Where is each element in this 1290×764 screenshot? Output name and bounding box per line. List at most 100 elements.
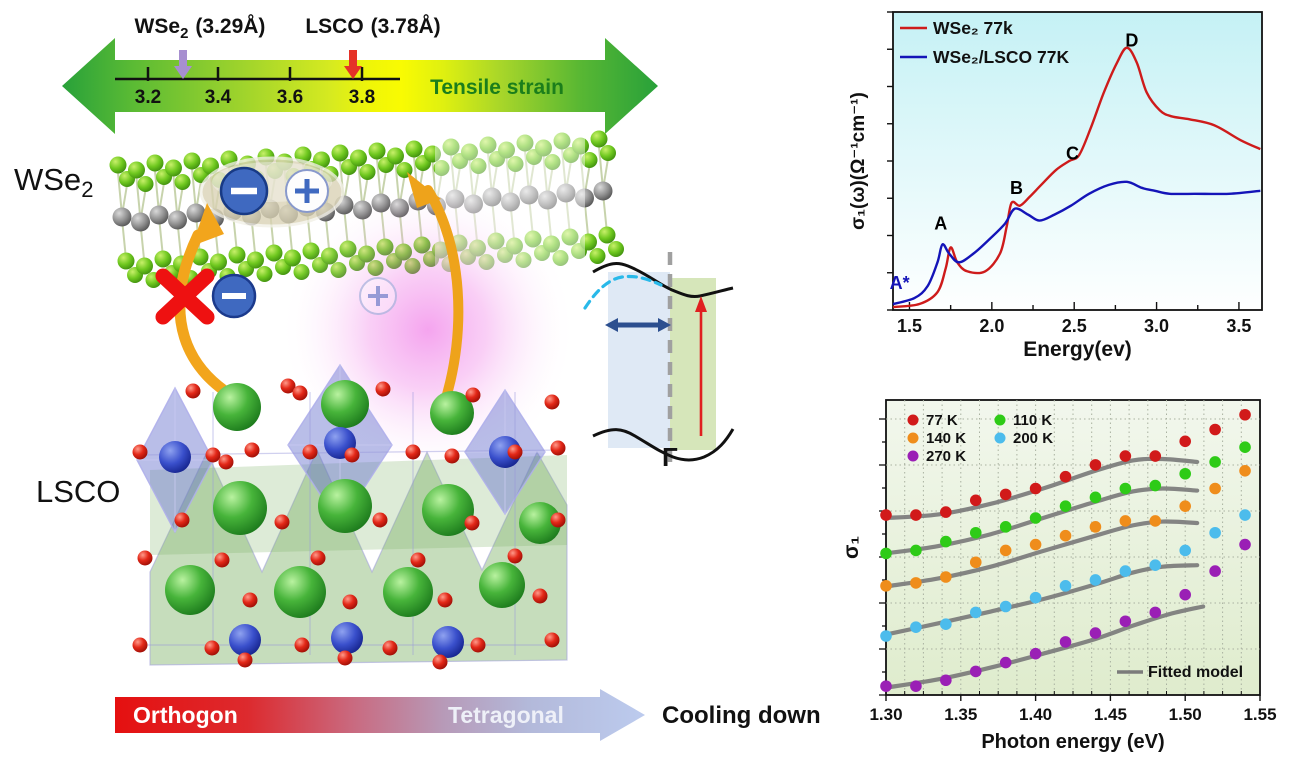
o-atom bbox=[242, 592, 258, 608]
o-atom bbox=[465, 387, 481, 403]
hole-icon bbox=[285, 169, 329, 213]
data-point bbox=[969, 526, 982, 539]
o-atom bbox=[237, 652, 253, 668]
peak-label: A bbox=[934, 214, 947, 234]
w-atom bbox=[168, 210, 187, 230]
data-point bbox=[1119, 515, 1132, 527]
la-sr-atom bbox=[321, 380, 369, 428]
data-point bbox=[1239, 441, 1251, 453]
x-tick-label: 1.40 bbox=[1019, 705, 1052, 724]
optical-transition-arrow bbox=[695, 296, 707, 436]
data-point bbox=[999, 544, 1012, 557]
lsco-crystal-structure bbox=[132, 363, 568, 670]
se-atom bbox=[590, 130, 608, 148]
strain-tick-label: 3.8 bbox=[349, 87, 375, 108]
data-point bbox=[1239, 538, 1251, 551]
se-atom bbox=[137, 176, 154, 192]
o-atom bbox=[214, 552, 230, 568]
svg-text:WSe2(3.29Å): WSe2 (3.29Å) bbox=[135, 14, 266, 42]
valence-band-curve bbox=[592, 428, 735, 462]
data-point bbox=[1059, 500, 1072, 512]
data-point bbox=[1029, 538, 1042, 551]
legend-label: 140 K bbox=[926, 430, 966, 447]
data-point bbox=[1209, 526, 1221, 539]
se-atom bbox=[424, 145, 441, 163]
o-atom bbox=[550, 440, 566, 456]
hole-transfer-arrow bbox=[407, 172, 464, 413]
legend-label: 110 K bbox=[1013, 412, 1052, 429]
data-point bbox=[999, 656, 1012, 669]
se-atom bbox=[535, 139, 552, 157]
data-point bbox=[969, 665, 982, 678]
data-point bbox=[1119, 482, 1132, 495]
data-point bbox=[880, 547, 892, 560]
peak-label: C bbox=[1066, 144, 1079, 164]
w-atom bbox=[112, 207, 132, 227]
data-point bbox=[1029, 482, 1042, 495]
y-axis-title: σ₁(ω)(Ω⁻¹cm⁻¹) bbox=[848, 92, 869, 230]
se-atom bbox=[387, 147, 404, 165]
peak-label: B bbox=[1010, 178, 1023, 198]
shifted-band-dashed-curve bbox=[583, 274, 663, 310]
data-point bbox=[910, 621, 922, 633]
w-atom bbox=[149, 205, 169, 225]
legend-dot bbox=[907, 414, 919, 426]
legend-label: 270 K bbox=[926, 448, 966, 465]
se-atom bbox=[433, 160, 450, 176]
se-atom bbox=[598, 226, 616, 244]
electron-icon bbox=[219, 166, 269, 216]
data-point bbox=[1239, 408, 1251, 421]
o-atom bbox=[218, 454, 234, 470]
cu-atom bbox=[159, 441, 191, 473]
se-atom bbox=[507, 156, 524, 172]
tensile-strain-label: Tensile strain bbox=[430, 76, 564, 99]
data-point bbox=[940, 618, 952, 630]
w-atom bbox=[593, 181, 613, 201]
data-point bbox=[1059, 470, 1072, 483]
data-point bbox=[969, 606, 982, 619]
la-sr-atom bbox=[274, 566, 326, 618]
data-point bbox=[999, 600, 1012, 613]
o-atom bbox=[280, 378, 296, 394]
tetragonal-label: Tetragonal bbox=[448, 702, 564, 728]
se-atom bbox=[581, 152, 598, 168]
data-point bbox=[999, 521, 1012, 533]
w-atom bbox=[556, 183, 576, 203]
se-atom bbox=[136, 257, 153, 275]
se-atom bbox=[228, 246, 246, 264]
o-atom bbox=[507, 444, 523, 460]
se-atom bbox=[165, 159, 182, 177]
x-tick-label: 3.5 bbox=[1226, 316, 1251, 336]
se-atom bbox=[516, 134, 534, 152]
series-curve bbox=[892, 46, 1261, 309]
o-atom bbox=[507, 548, 523, 564]
blocked-x-icon bbox=[155, 268, 215, 325]
se-atom bbox=[580, 233, 597, 251]
se-atom bbox=[331, 144, 349, 162]
data-point bbox=[1089, 459, 1102, 471]
o-atom bbox=[382, 640, 398, 656]
phase-arrow-body bbox=[115, 689, 645, 741]
lsco-layer-label: LSCO bbox=[36, 474, 120, 509]
se-atom bbox=[128, 161, 145, 179]
faint-hole-icon bbox=[359, 277, 397, 315]
data-point bbox=[1179, 435, 1191, 448]
blocked-electron-icon bbox=[211, 273, 257, 319]
se-atom bbox=[461, 143, 478, 161]
o-atom bbox=[550, 512, 566, 528]
legend-label: WSe₂ 77k bbox=[933, 18, 1013, 38]
se-atom bbox=[600, 145, 616, 161]
legend-dot bbox=[907, 432, 919, 444]
se-atom bbox=[146, 154, 164, 172]
la-sr-atom bbox=[213, 481, 267, 535]
o-atom bbox=[137, 550, 153, 566]
se-atom bbox=[256, 266, 273, 282]
wse2-layer-label: WSe2 bbox=[14, 162, 93, 202]
cooling-down-label: Cooling down bbox=[662, 702, 821, 729]
o-atom bbox=[344, 447, 360, 463]
o-atom bbox=[274, 514, 290, 530]
phase-transition-arrow: Orthogon Tetragonal Cooling down bbox=[115, 689, 821, 741]
legend-dot bbox=[994, 414, 1006, 426]
legend-dot bbox=[907, 450, 919, 462]
